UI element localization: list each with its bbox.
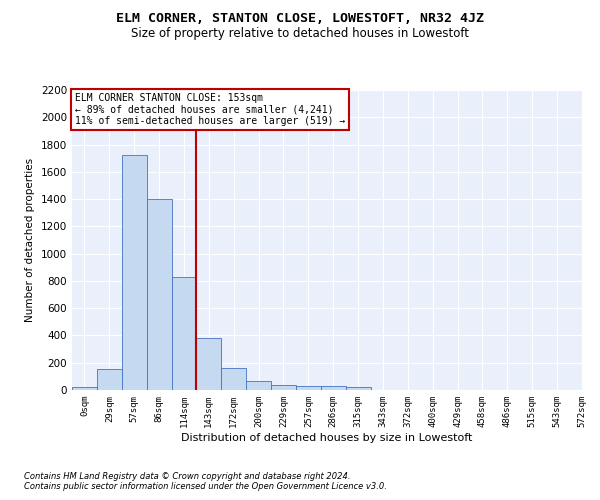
Bar — [271, 384, 296, 390]
X-axis label: Distribution of detached houses by size in Lowestoft: Distribution of detached houses by size … — [181, 432, 473, 442]
Y-axis label: Number of detached properties: Number of detached properties — [25, 158, 35, 322]
Text: ELM CORNER STANTON CLOSE: 153sqm
← 89% of detached houses are smaller (4,241)
11: ELM CORNER STANTON CLOSE: 153sqm ← 89% o… — [74, 93, 345, 126]
Bar — [196, 338, 221, 390]
Text: Contains public sector information licensed under the Open Government Licence v3: Contains public sector information licen… — [24, 482, 387, 491]
Bar — [97, 369, 122, 390]
Bar — [246, 381, 271, 390]
Bar — [346, 388, 371, 390]
Bar — [172, 277, 196, 390]
Bar — [146, 199, 172, 390]
Text: Size of property relative to detached houses in Lowestoft: Size of property relative to detached ho… — [131, 28, 469, 40]
Bar — [221, 368, 246, 390]
Text: ELM CORNER, STANTON CLOSE, LOWESTOFT, NR32 4JZ: ELM CORNER, STANTON CLOSE, LOWESTOFT, NR… — [116, 12, 484, 26]
Bar — [122, 156, 146, 390]
Text: Contains HM Land Registry data © Crown copyright and database right 2024.: Contains HM Land Registry data © Crown c… — [24, 472, 350, 481]
Bar — [321, 386, 346, 390]
Bar — [72, 388, 97, 390]
Bar — [296, 386, 321, 390]
